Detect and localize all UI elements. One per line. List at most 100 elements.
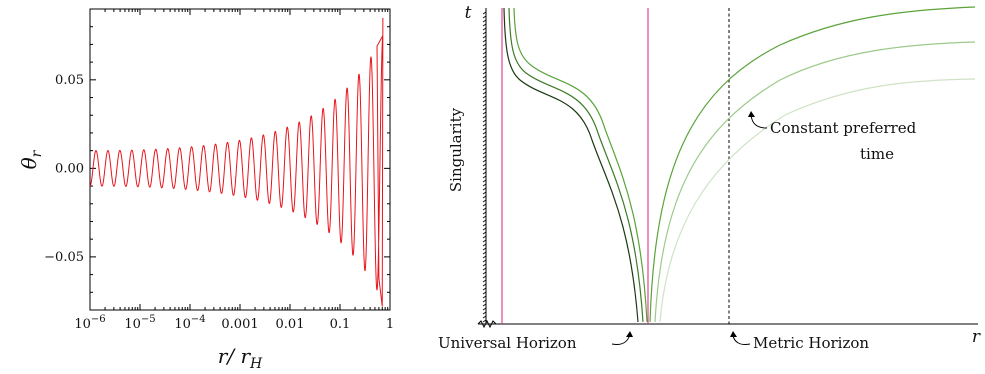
constant-time-arrowhead xyxy=(748,111,755,117)
hatch-mark xyxy=(482,95,487,99)
hatch-mark xyxy=(482,251,487,255)
hatch-mark xyxy=(482,119,487,123)
hatch-mark xyxy=(482,195,487,199)
hatch-mark xyxy=(482,319,487,323)
metric-horizon-arrowhead xyxy=(730,331,737,337)
hatch-mark xyxy=(482,235,487,239)
constant-time-label-line1: Constant preferred xyxy=(770,119,917,137)
hatch-mark xyxy=(482,199,487,203)
hatch-mark xyxy=(482,139,487,143)
preferred-time-diagram: t r Singularity Universal Horizon Metric… xyxy=(438,3,981,352)
x-tick-label: 10−6 xyxy=(74,314,105,332)
hatch-mark xyxy=(482,187,487,191)
hatch-mark xyxy=(482,63,487,67)
hatch-mark xyxy=(482,227,487,231)
hatch-mark xyxy=(482,35,487,39)
x-tick-label: 10−5 xyxy=(124,314,155,332)
hatch-mark xyxy=(482,127,487,131)
universal-horizon-arrowhead xyxy=(626,331,633,337)
right-xlabel: r xyxy=(972,327,981,347)
universal-horizon-label: Universal Horizon xyxy=(438,334,577,352)
hatch-mark xyxy=(482,219,487,223)
hatch-mark xyxy=(482,51,487,55)
hatch-mark xyxy=(482,15,487,19)
hatch-mark xyxy=(482,207,487,211)
left-branch-curve-3 xyxy=(513,7,648,323)
hatch-mark xyxy=(482,275,487,279)
hatch-mark xyxy=(482,255,487,259)
x-tick-label: 0.1 xyxy=(330,317,351,332)
hatch-mark xyxy=(482,175,487,179)
hatch-mark xyxy=(482,271,487,275)
left-ticks xyxy=(89,8,391,311)
hatch-mark xyxy=(482,179,487,183)
constant-time-label-line2: time xyxy=(860,145,894,163)
left-xlabel: r/ rH xyxy=(218,344,263,372)
hatch-mark xyxy=(482,143,487,147)
singularity-hatching xyxy=(482,11,487,323)
y-tick-label: 0.00 xyxy=(55,161,84,176)
hatch-mark xyxy=(482,291,487,295)
hatch-mark xyxy=(482,171,487,175)
right-ylabel: t xyxy=(465,3,472,23)
hatch-mark xyxy=(482,215,487,219)
hatch-mark xyxy=(482,79,487,83)
theta-r-chart: 10−6 10−5 10−4 0.001 0.01 0.1 1 0.05 0.00 −0.05 θ… xyxy=(17,8,394,372)
left-plot-frame xyxy=(89,8,391,311)
hatch-mark xyxy=(482,155,487,159)
x-tick-label: 0.01 xyxy=(276,317,305,332)
hatch-mark xyxy=(482,147,487,151)
hatch-mark xyxy=(482,59,487,63)
hatch-mark xyxy=(482,263,487,267)
hatch-mark xyxy=(482,135,487,139)
hatch-mark xyxy=(482,71,487,75)
hatch-mark xyxy=(482,55,487,59)
right-branch-curve-2 xyxy=(654,41,976,323)
hatch-mark xyxy=(482,67,487,71)
hatch-mark xyxy=(482,283,487,287)
hatch-mark xyxy=(482,115,487,119)
right-branch-curve-1 xyxy=(649,6,976,323)
left-branch-curve-2 xyxy=(508,7,644,323)
hatch-mark xyxy=(482,75,487,79)
hatch-mark xyxy=(482,111,487,115)
hatch-mark xyxy=(482,23,487,27)
x-tick-label: 0.001 xyxy=(221,317,258,332)
hatch-mark xyxy=(482,303,487,307)
hatch-mark xyxy=(482,223,487,227)
hatch-mark xyxy=(482,231,487,235)
metric-horizon-label: Metric Horizon xyxy=(753,334,869,352)
constant-time-arrow xyxy=(750,114,768,129)
x-tick-label: 1 xyxy=(386,317,394,332)
hatch-mark xyxy=(482,27,487,31)
hatch-mark xyxy=(482,203,487,207)
hatch-mark xyxy=(482,47,487,51)
hatch-mark xyxy=(482,307,487,311)
hatch-mark xyxy=(482,211,487,215)
hatch-mark xyxy=(482,167,487,171)
singularity-label: Singularity xyxy=(447,107,465,192)
hatch-mark xyxy=(482,31,487,35)
left-ylabel: θr xyxy=(17,149,45,169)
axis-break-zigzag xyxy=(477,319,502,329)
hatch-mark xyxy=(482,163,487,167)
hatch-mark xyxy=(482,159,487,163)
hatch-mark xyxy=(482,279,487,283)
hatch-mark xyxy=(482,183,487,187)
hatch-mark xyxy=(482,287,487,291)
hatch-mark xyxy=(482,87,487,91)
x-tick-label: 10−4 xyxy=(174,314,205,332)
hatch-mark xyxy=(482,315,487,319)
hatch-mark xyxy=(482,131,487,135)
hatch-mark xyxy=(482,151,487,155)
hatch-mark xyxy=(482,243,487,247)
left-branch-curve-1 xyxy=(503,7,639,323)
theta-r-series-line xyxy=(89,17,384,307)
hatch-mark xyxy=(482,103,487,107)
hatch-mark xyxy=(482,11,487,15)
right-branch-curve-3 xyxy=(659,78,976,323)
hatch-mark xyxy=(482,311,487,315)
hatch-mark xyxy=(482,259,487,263)
hatch-mark xyxy=(482,39,487,43)
